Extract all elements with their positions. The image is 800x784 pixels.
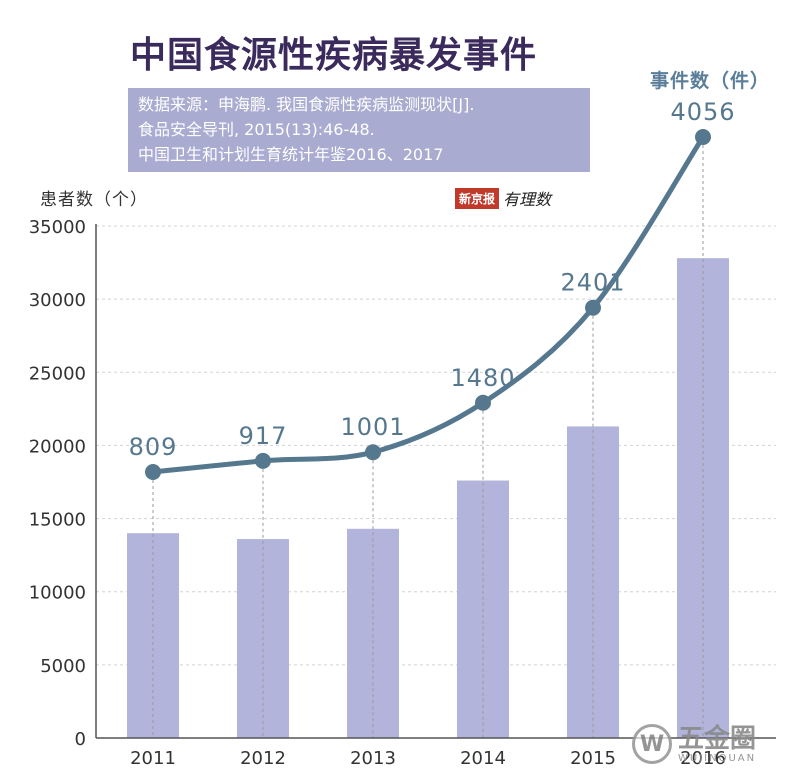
x-tick-label: 2015 bbox=[570, 748, 616, 769]
source-line-3: 中国卫生和计划生育统计年鉴2016、2017 bbox=[138, 145, 444, 164]
y-tick-label: 10000 bbox=[29, 583, 86, 604]
line-layer: 809 917 1001 1480 2401 4056 bbox=[129, 98, 735, 480]
logo-box: 新京报 bbox=[455, 187, 500, 209]
source-line-2: 食品安全导刊, 2015(13):46-48. bbox=[138, 120, 375, 139]
y-tick-label: 25000 bbox=[29, 363, 86, 384]
line-point bbox=[145, 464, 161, 480]
data-label: 809 bbox=[129, 433, 178, 461]
source-note: 数据来源：申海鹏. 我国食源性疾病监测现状[J]. 食品安全导刊, 2015(1… bbox=[128, 88, 590, 172]
dropline-layer bbox=[152, 145, 704, 738]
x-tick-label: 2011 bbox=[130, 748, 176, 769]
data-label: 4056 bbox=[670, 98, 735, 126]
bar bbox=[677, 258, 729, 738]
data-label: 1001 bbox=[340, 413, 405, 441]
y-tick-label: 5000 bbox=[40, 656, 86, 677]
logo-script: 有理数 bbox=[503, 190, 552, 209]
publisher-logo: 新京报 有理数 bbox=[455, 186, 551, 210]
y-tick-label: 0 bbox=[75, 729, 86, 750]
data-label: 1480 bbox=[450, 364, 515, 392]
x-tick-label: 2016 bbox=[680, 748, 726, 769]
y-tick-label: 30000 bbox=[29, 290, 86, 311]
y-axis-title: 患者数（个） bbox=[40, 190, 148, 210]
bar bbox=[127, 533, 179, 738]
y-tick-label: 15000 bbox=[29, 510, 86, 531]
bar-layer bbox=[127, 258, 729, 738]
axis-layer: 0 5000 10000 15000 20000 25000 30000 35000 2011 2… bbox=[29, 217, 776, 769]
grid-layer bbox=[96, 225, 776, 666]
watermark-text: 五金圈 bbox=[678, 723, 757, 754]
x-tick-label: 2013 bbox=[350, 748, 396, 769]
y-tick-label: 20000 bbox=[29, 436, 86, 457]
line-point bbox=[475, 394, 491, 411]
series-line bbox=[150, 134, 706, 475]
watermark-subtext: WUJINQUAN bbox=[678, 752, 757, 764]
chart-title: 中国食源性疾病暴发事件 bbox=[130, 35, 538, 76]
watermark-icon: W bbox=[632, 724, 672, 764]
line-point bbox=[585, 299, 601, 316]
watermark: W 五金圈 WUJINQUAN bbox=[632, 716, 792, 772]
source-line-1: 数据来源：申海鹏. 我国食源性疾病监测现状[J]. bbox=[138, 95, 475, 114]
line-series-label: 事件数（件） bbox=[650, 70, 771, 92]
line-point bbox=[365, 444, 381, 461]
line-point bbox=[255, 452, 271, 469]
data-label: 2401 bbox=[560, 269, 625, 297]
x-tick-label: 2012 bbox=[240, 748, 286, 769]
data-label: 917 bbox=[239, 422, 288, 450]
x-tick-label: 2014 bbox=[460, 748, 506, 769]
line-point bbox=[695, 129, 711, 145]
y-tick-label: 35000 bbox=[29, 217, 86, 238]
